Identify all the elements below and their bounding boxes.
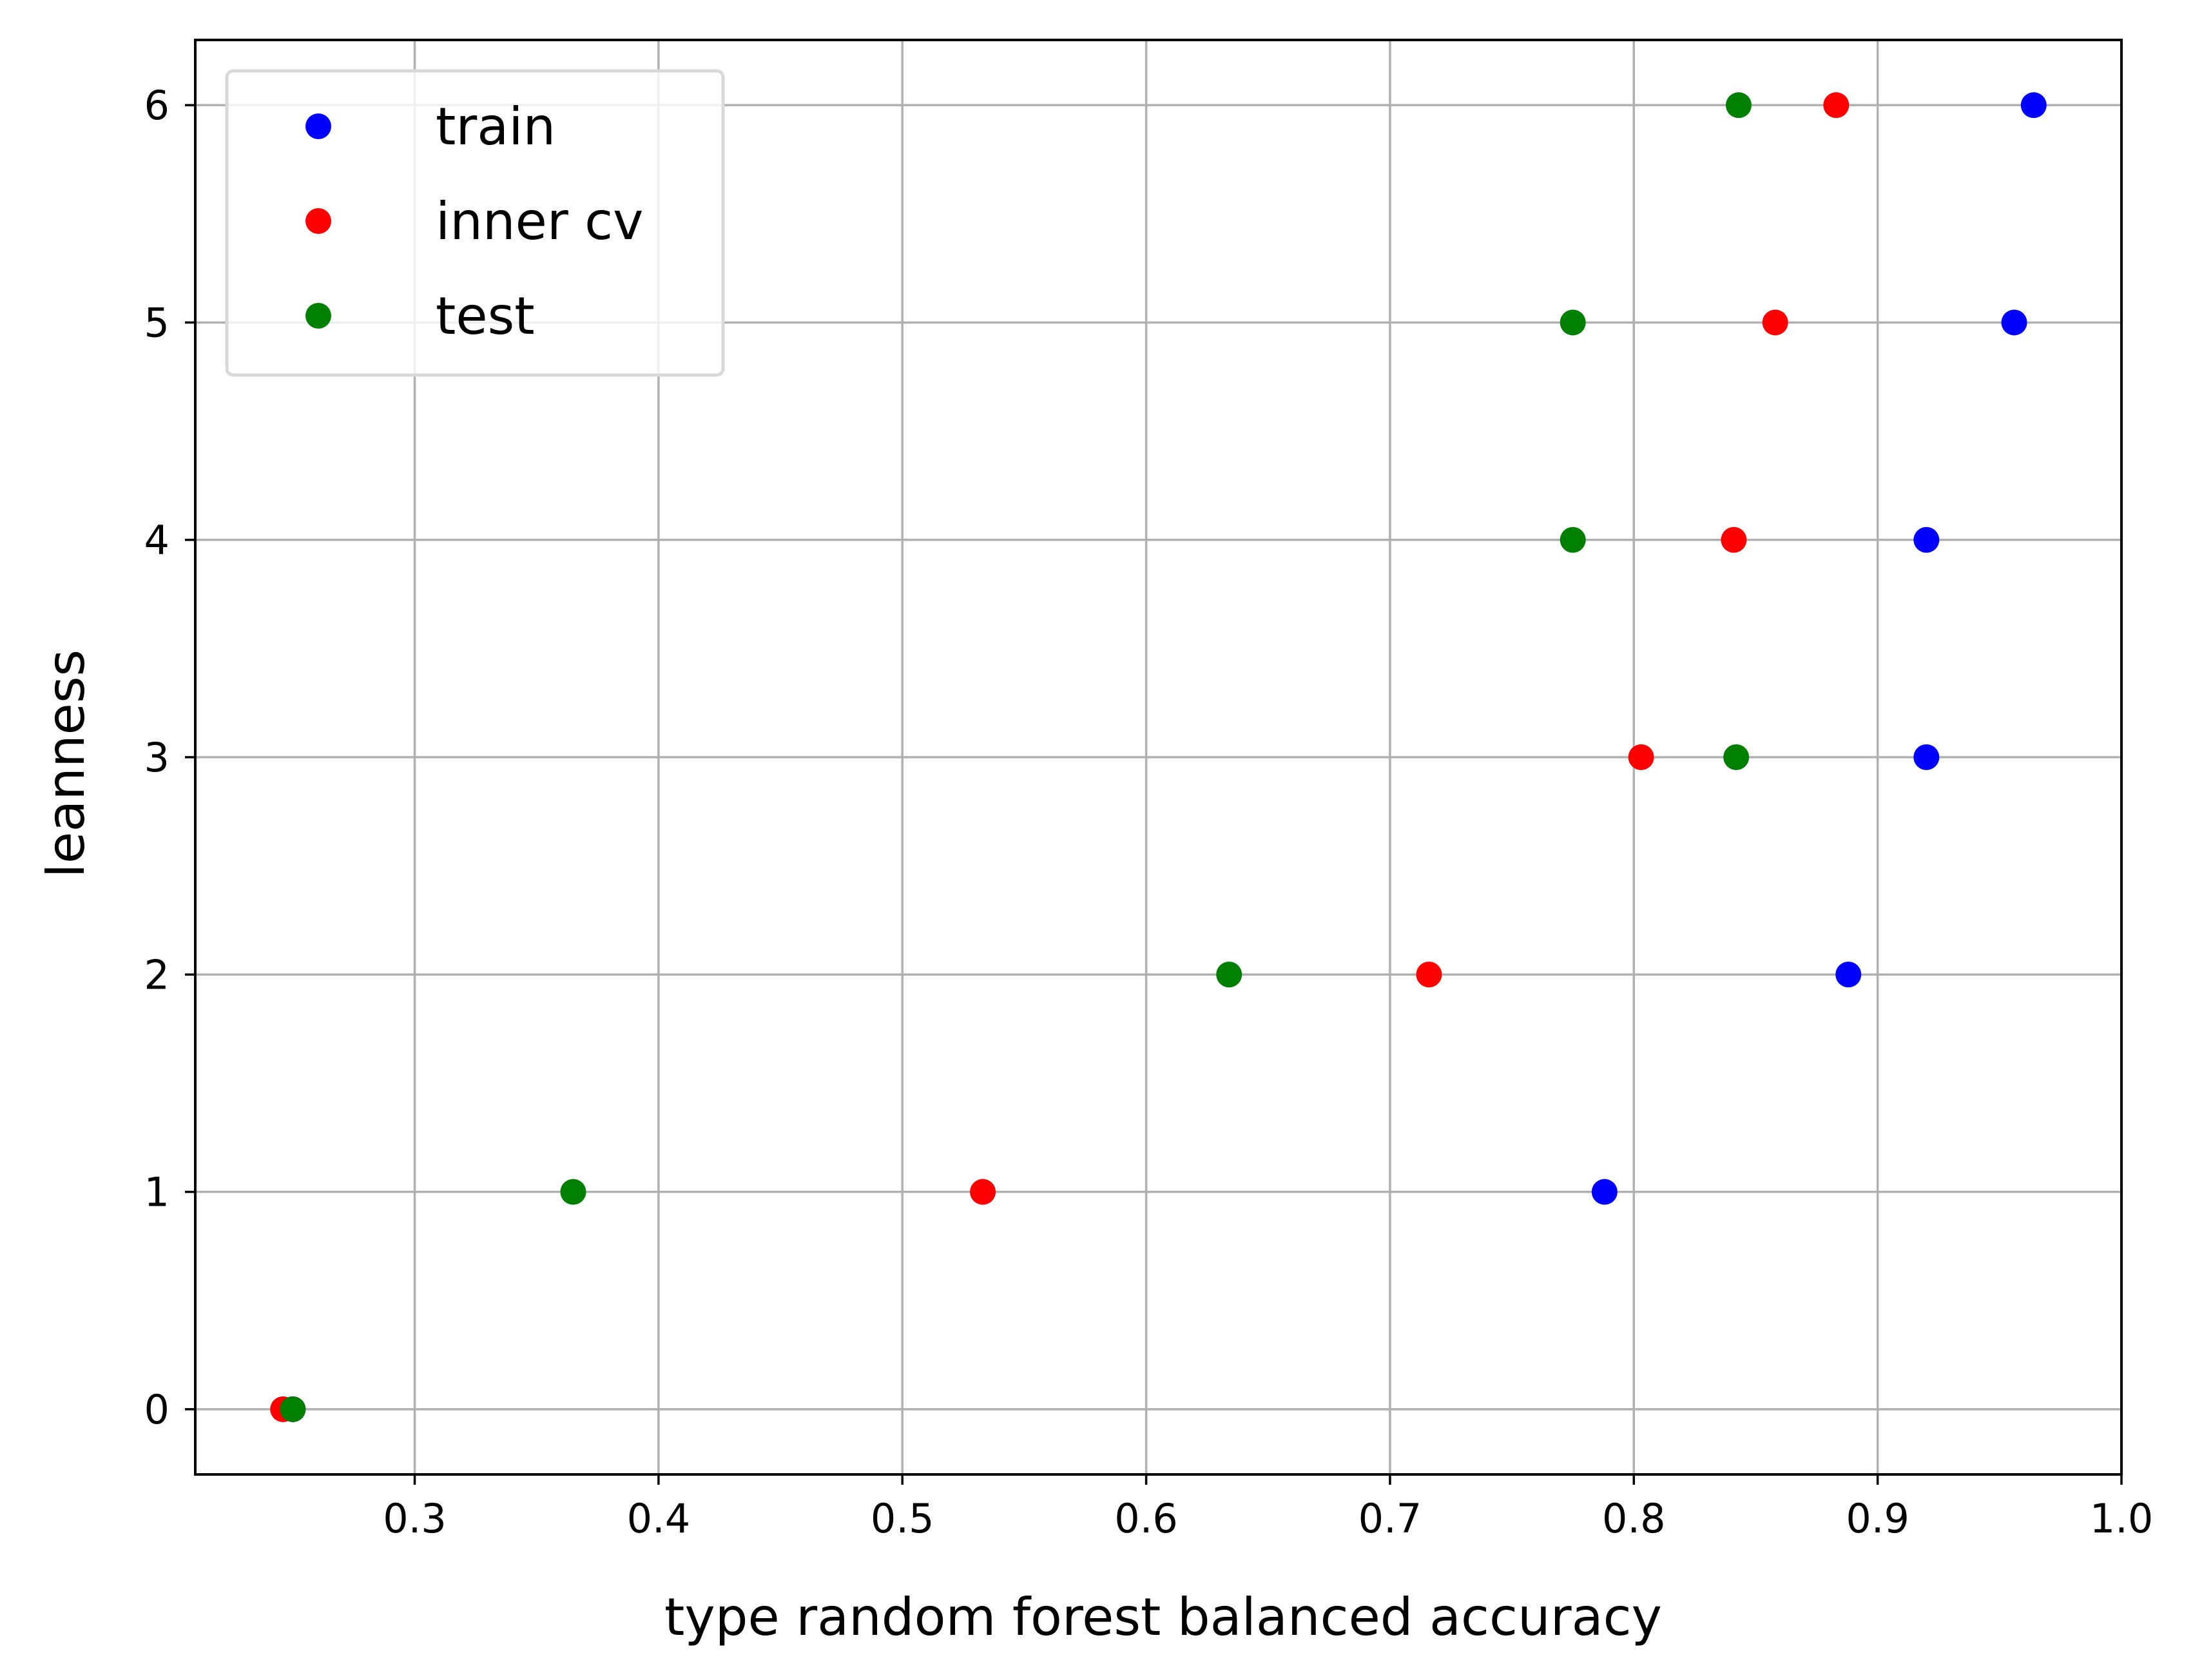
point-train	[1835, 961, 1862, 988]
point-test	[1216, 961, 1242, 988]
point-test	[1560, 309, 1586, 336]
y-tick-label: 2	[144, 951, 169, 998]
x-axis-label: type random forest balanced accuracy	[664, 1587, 1662, 1647]
data-points	[270, 92, 2047, 1422]
point-inner-cv	[1416, 961, 1442, 988]
point-inner-cv	[970, 1179, 996, 1205]
point-test	[1560, 526, 1586, 553]
legend-marker-train	[305, 113, 331, 139]
x-tick-label: 0.8	[1602, 1495, 1666, 1542]
legend-marker-test	[305, 303, 331, 329]
point-train	[2001, 309, 2027, 336]
point-test	[1725, 92, 1752, 119]
x-tick-label: 0.9	[1846, 1495, 1909, 1542]
point-test	[560, 1179, 586, 1205]
point-inner-cv	[1628, 744, 1654, 770]
legend: train inner cv test	[225, 69, 725, 377]
legend-label-train: train	[436, 97, 555, 157]
point-inner-cv	[1823, 92, 1850, 119]
point-inner-cv	[1721, 526, 1747, 553]
legend-marker-inner-cv	[305, 208, 331, 234]
legend-label-test: test	[436, 286, 535, 346]
y-tick-label: 5	[144, 299, 169, 346]
legend-entries: train inner cv test	[305, 97, 644, 346]
y-tick-label: 1	[144, 1169, 169, 1216]
y-tick-label: 6	[144, 82, 169, 129]
y-tick-label: 4	[144, 517, 169, 564]
x-tick-label: 0.5	[871, 1495, 934, 1542]
y-tick-label: 0	[144, 1386, 169, 1433]
point-test	[1723, 744, 1750, 770]
point-train	[1591, 1179, 1618, 1205]
x-tick-label: 0.3	[383, 1495, 447, 1542]
y-axis-ticks: 0 1 2 3 4 5 6	[144, 82, 195, 1433]
legend-label-inner-cv: inner cv	[436, 191, 644, 251]
legend-box	[225, 69, 725, 377]
y-axis-label: leanness	[36, 650, 96, 878]
x-axis-ticks: 0.3 0.4 0.5 0.6 0.7 0.8 0.9 1.0	[383, 1474, 2153, 1542]
point-test	[280, 1396, 306, 1422]
x-tick-label: 0.6	[1114, 1495, 1178, 1542]
x-tick-label: 0.7	[1358, 1495, 1422, 1542]
point-train	[1913, 526, 1940, 553]
x-tick-label: 0.4	[627, 1495, 691, 1542]
point-train	[2020, 92, 2047, 119]
point-train	[1913, 744, 1940, 770]
y-tick-label: 3	[144, 734, 169, 781]
point-inner-cv	[1762, 309, 1788, 336]
x-tick-label: 1.0	[2090, 1495, 2154, 1542]
